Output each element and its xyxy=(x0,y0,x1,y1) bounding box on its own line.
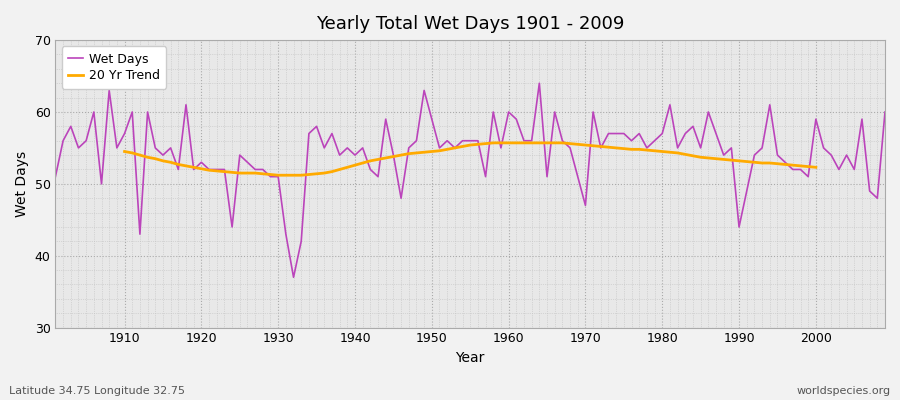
20 Yr Trend xyxy=(718,157,729,162)
Y-axis label: Wet Days: Wet Days xyxy=(15,151,29,217)
Wet Days xyxy=(534,81,544,86)
Wet Days xyxy=(281,232,292,236)
Title: Yearly Total Wet Days 1901 - 2009: Yearly Total Wet Days 1901 - 2009 xyxy=(316,15,625,33)
Text: Latitude 34.75 Longitude 32.75: Latitude 34.75 Longitude 32.75 xyxy=(9,386,185,396)
Line: Wet Days: Wet Days xyxy=(56,83,885,277)
20 Yr Trend xyxy=(203,168,214,172)
Line: 20 Yr Trend: 20 Yr Trend xyxy=(124,143,816,175)
Wet Days xyxy=(611,131,622,136)
X-axis label: Year: Year xyxy=(455,351,485,365)
20 Yr Trend xyxy=(811,165,822,170)
Wet Days xyxy=(50,174,61,179)
Wet Days xyxy=(112,146,122,150)
Wet Days xyxy=(288,275,299,280)
20 Yr Trend xyxy=(534,140,544,145)
20 Yr Trend xyxy=(288,173,299,178)
20 Yr Trend xyxy=(803,164,814,169)
Wet Days xyxy=(503,110,514,114)
Legend: Wet Days, 20 Yr Trend: Wet Days, 20 Yr Trend xyxy=(62,46,166,89)
Wet Days xyxy=(334,153,345,158)
Wet Days xyxy=(511,117,522,122)
Text: worldspecies.org: worldspecies.org xyxy=(796,386,891,396)
20 Yr Trend xyxy=(488,140,499,145)
20 Yr Trend xyxy=(303,172,314,177)
Wet Days xyxy=(879,110,890,114)
20 Yr Trend xyxy=(273,173,284,178)
20 Yr Trend xyxy=(119,149,130,154)
